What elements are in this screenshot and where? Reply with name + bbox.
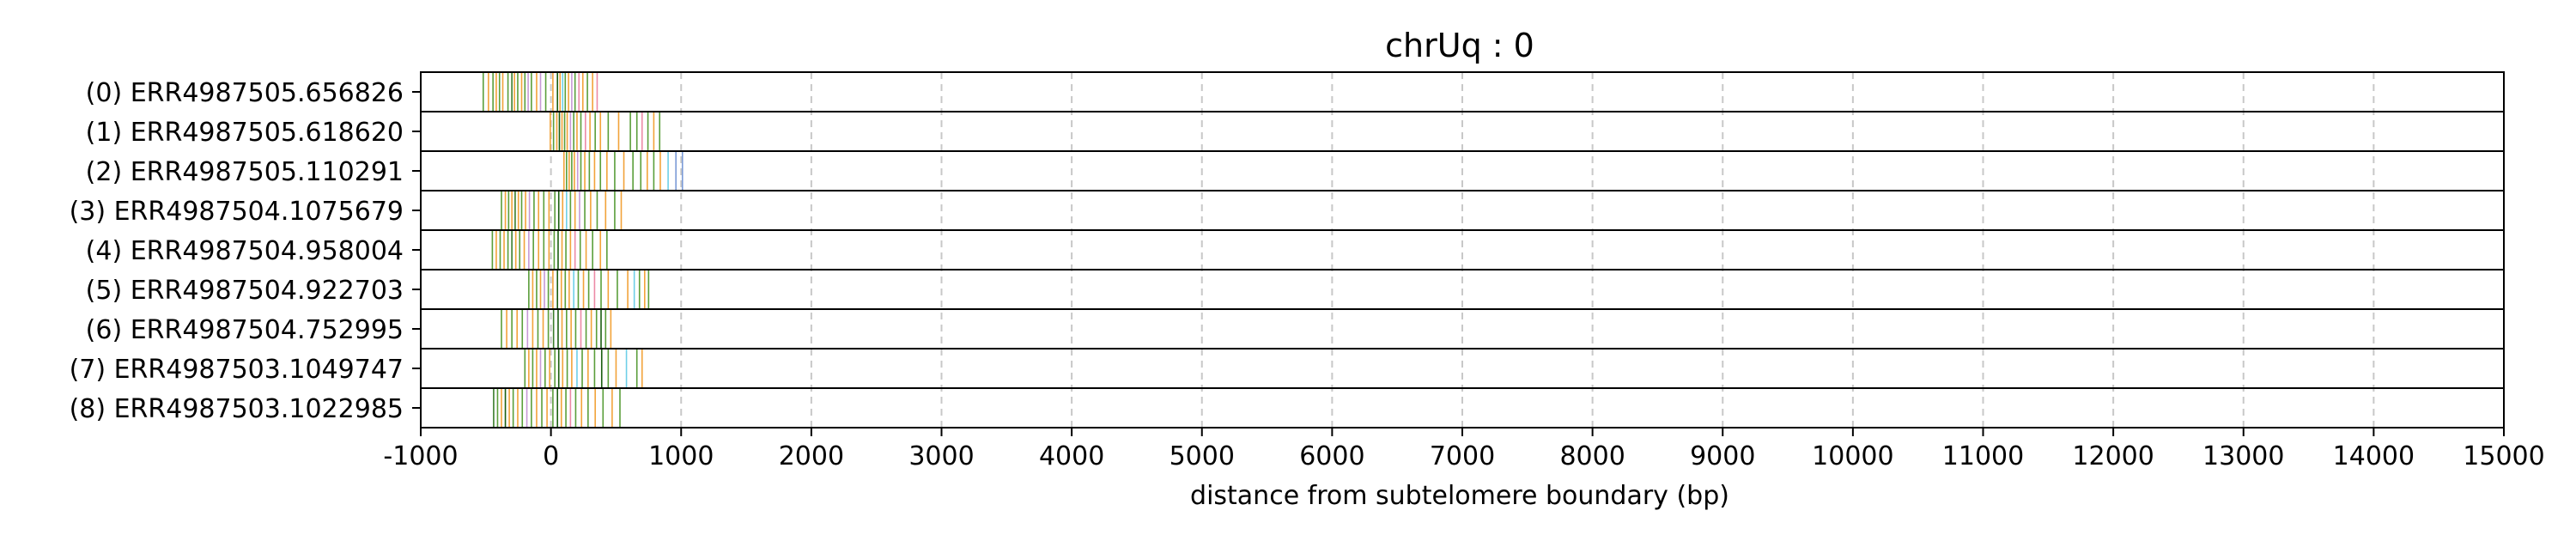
x-tick-label: 7000 [1430,441,1495,471]
event-marks [482,73,683,427]
row-label: (3) ERR4987504.1075679 [70,197,404,227]
x-tick-label: 2000 [779,441,844,471]
x-tick-label: 9000 [1690,441,1755,471]
x-tick-label: 0 [543,441,559,471]
chart-title: chrUq : 0 [1385,27,1534,64]
row-label: (0) ERR4987505.656826 [86,78,404,108]
x-tick-label: 14000 [2333,441,2415,471]
x-tick-label: 12000 [2072,441,2154,471]
x-tick-label: 10000 [1812,441,1893,471]
row-label: (6) ERR4987504.752995 [86,315,404,345]
x-tick-label: 11000 [1942,441,2024,471]
row-label: (2) ERR4987505.110291 [86,157,404,187]
x-tick-label: 6000 [1299,441,1364,471]
row-label: (4) ERR4987504.958004 [86,236,404,266]
row-label: (1) ERR4987505.618620 [86,118,404,148]
x-tick-label: -1000 [383,441,458,471]
x-tick-label: 13000 [2202,441,2284,471]
x-tick-label: 15000 [2463,441,2544,471]
x-axis-label: distance from subtelomere boundary (bp) [1190,481,1729,511]
row-frames: (0) ERR4987505.656826 (1) ERR4987505.6186… [70,71,2505,429]
row-label: (8) ERR4987503.1022985 [70,394,404,424]
x-tick-label: 4000 [1039,441,1104,471]
x-axis-ticks: -1000 0 1000 2000 3000 4000 5000 6000 7000 8000 90… [383,428,2545,471]
x-tick-label: 1000 [648,441,714,471]
x-tick-label: 5000 [1170,441,1235,471]
row-label: (5) ERR4987504.922703 [86,276,404,306]
row-label: (7) ERR4987503.1049747 [70,355,404,385]
x-tick-label: 8000 [1559,441,1625,471]
x-tick-label: 3000 [908,441,974,471]
